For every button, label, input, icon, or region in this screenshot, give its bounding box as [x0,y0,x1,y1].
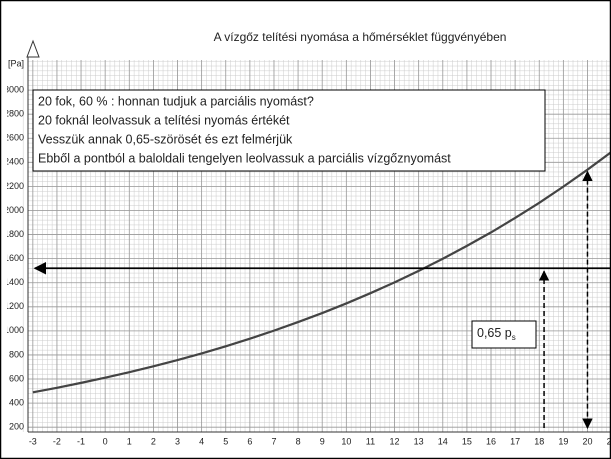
y-tick-label: 600 [9,373,24,383]
y-axis-label: [Pa] [8,58,24,68]
curve [32,151,610,394]
x-tick-label: 16 [486,436,496,446]
annotation-text: 20 fok, 60 % : honnan tudjuk a parciális… [38,94,314,108]
y-tick-label: 2000 [4,205,24,215]
x-tick-label: 17 [510,436,520,446]
x-tick-label: -2 [53,436,61,446]
y-tick-label: 2400 [4,157,24,167]
y-tick-label: 2800 [4,109,24,119]
x-tick-label: 5 [223,436,228,446]
y-tick-label: 3000 [4,84,24,94]
x-tick-label: 12 [390,436,400,446]
x-tick-label: 3 [175,436,180,446]
chart-title: A vízgőz telítési nyomása a hőmérséklet … [214,30,507,44]
y-tick-label: 1000 [4,325,24,335]
y-tick-label: 1600 [4,253,24,263]
x-tick-label: 15 [462,436,472,446]
y-axis-arrow [26,39,40,58]
x-tick-label: 19 [558,436,568,446]
x-tick-label: 13 [414,436,424,446]
annotation-text: Ebből a pontból a baloldali tengelyen le… [38,151,451,165]
x-tick-label: 21 [607,436,611,446]
x-tick-label: 10 [341,436,351,446]
y-tick-label: 2600 [4,133,24,143]
x-tick-label: 2 [151,436,156,446]
x-tick-label: -3 [29,436,37,446]
annotation-box [32,89,546,172]
marker-label-main: 0,65 p [477,326,512,340]
marker-label: 0,65 ps [477,326,516,342]
y-tick-label: 2200 [4,181,24,191]
annotation-text: 20 foknál leolvassuk a telítési nyomás é… [38,113,290,127]
y-tick-label: 400 [9,397,24,407]
x-tick-label: -1 [77,436,85,446]
y-tick-label: 1200 [4,301,24,311]
x-tick-label: 20 [582,436,592,446]
y-tick-label: 1800 [4,229,24,239]
x-tick-label: 6 [247,436,252,446]
annotation-text: Vesszük annak 0,65-szörösét és ezt felmé… [38,132,293,146]
y-tick-label: 200 [9,422,24,432]
x-tick-label: 0 [103,436,108,446]
x-tick-label: 4 [199,436,204,446]
x-tick-label: 18 [534,436,544,446]
x-tick-label: 9 [320,436,325,446]
marker-label-box [471,320,537,349]
y-tick-label: 1400 [4,277,24,287]
y-tick-label: 800 [9,349,24,359]
x-tick-label: 1 [127,436,132,446]
x-tick-label: 7 [271,436,276,446]
x-tick-label: 8 [296,436,301,446]
x-tick-label: 11 [366,436,375,446]
marker-label-sub: s [512,333,516,342]
x-tick-label: 14 [438,436,448,446]
